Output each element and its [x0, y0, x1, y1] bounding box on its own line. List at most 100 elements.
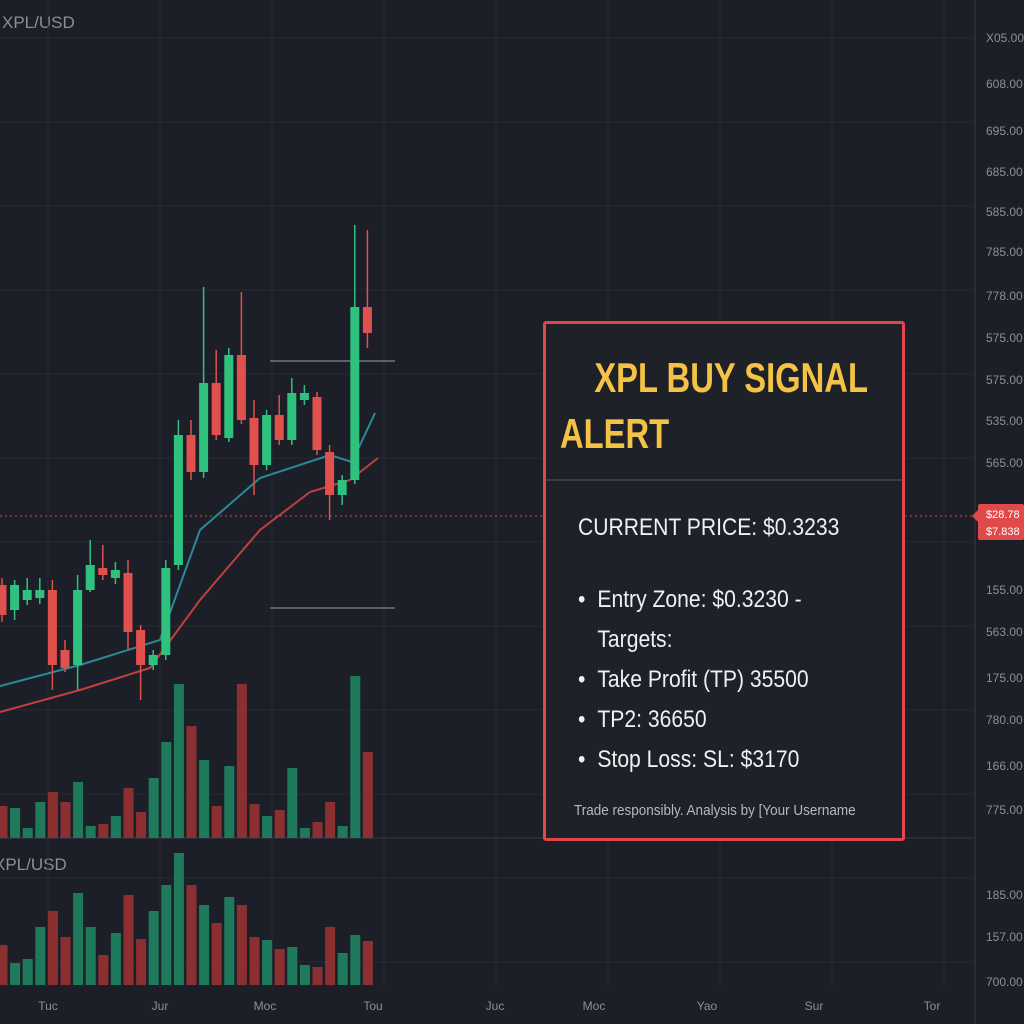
candle-body	[123, 573, 133, 632]
volume-bar	[123, 788, 134, 838]
volume-bar	[211, 806, 222, 838]
volume-bar	[299, 828, 310, 838]
volume-bar	[199, 760, 210, 838]
volume-bar	[211, 923, 222, 985]
volume-bar	[22, 828, 33, 838]
volume-bar	[337, 826, 348, 838]
candle-body	[299, 393, 309, 400]
time-axis-label: Moc	[254, 999, 277, 1013]
volume-bar	[249, 937, 260, 985]
volume-bar	[110, 816, 121, 838]
price-axis-label: 185.00	[986, 888, 1023, 902]
candle-body	[22, 590, 32, 600]
time-axis-label: Tuc	[38, 999, 58, 1013]
price-axis-label: 585.00	[986, 205, 1023, 219]
price-axis-label: 563.00	[986, 625, 1023, 639]
time-axis-label: Moc	[583, 999, 606, 1013]
volume-bar	[173, 853, 184, 985]
candle-body	[249, 418, 259, 465]
price-axis-label: X05.00	[986, 31, 1024, 45]
volume-bar	[274, 949, 285, 985]
alert-footer: Trade responsibly. Analysis by [Your Use…	[574, 802, 856, 819]
candle-body	[287, 393, 297, 440]
volume-bar	[325, 802, 336, 838]
volume-bar	[274, 810, 285, 838]
price-axis-label: 778.00	[986, 289, 1023, 303]
candle-body	[0, 585, 7, 615]
alert-item-text: Entry Zone: $0.3230 -	[597, 586, 802, 613]
volume-bar	[123, 895, 134, 985]
price-axis-label: 775.00	[986, 803, 1023, 817]
price-axis-label: 700.00	[986, 975, 1023, 989]
candle-body	[337, 480, 347, 495]
candle-body	[236, 355, 246, 420]
time-axis-label: Tou	[363, 999, 382, 1013]
volume-bar	[47, 792, 58, 838]
alert-card: XPL BUY SIGNAL ALERT CURRENT PRICE: $0.3…	[543, 321, 905, 841]
time-axis-label: Tor	[924, 999, 941, 1013]
time-axis-label: Yao	[697, 999, 718, 1013]
volume-bar	[60, 937, 71, 985]
candle-body	[211, 383, 221, 435]
bullet: •	[578, 586, 586, 613]
volume-bar	[173, 684, 184, 838]
volume-bar	[262, 940, 273, 985]
volume-bar	[35, 927, 46, 985]
volume-bar	[35, 802, 46, 838]
alert-items: • Entry Zone: $0.3230 - Targets: • Take Prof…	[578, 580, 912, 780]
volume-bar	[186, 885, 197, 985]
volume-bar	[161, 885, 172, 985]
volume-bar	[312, 822, 323, 838]
bullet: •	[578, 706, 586, 733]
alert-item: • Stop Loss: SL: $3170	[578, 740, 912, 780]
candle-body	[60, 650, 70, 668]
volume-bar	[236, 905, 247, 985]
volume-bar	[136, 812, 147, 838]
volume-bar	[60, 802, 71, 838]
price-tag-label: $28.78	[986, 509, 1020, 521]
alert-item: • TP2: 36650	[578, 700, 912, 740]
volume-bar	[287, 947, 298, 985]
volume-bar	[249, 804, 260, 838]
volume-bar	[73, 782, 84, 838]
volume-bar	[148, 911, 159, 985]
volume-bar	[47, 911, 58, 985]
volume-bar	[110, 933, 121, 985]
price-tag	[978, 504, 1024, 540]
volume-bar	[186, 726, 197, 838]
price-axis-label: 175.00	[986, 671, 1023, 685]
price-tag-pointer	[972, 510, 978, 522]
alert-title: XPL BUY SIGNAL ALERT	[560, 350, 888, 462]
volume-bar	[224, 897, 235, 985]
pane-symbol-label: XPL/USD	[0, 855, 67, 874]
alert-title-text: XPL BUY SIGNAL ALERT	[560, 354, 868, 457]
symbol-label: XPL/USD	[2, 13, 75, 32]
price-axis-label: 166.00	[986, 759, 1023, 773]
candle-body	[161, 568, 171, 655]
volume-bar	[161, 742, 172, 838]
time-axis-label: Juc	[486, 999, 505, 1013]
volume-bar	[262, 816, 273, 838]
candle-body	[199, 383, 209, 472]
volume-bar	[136, 939, 147, 985]
volume-bar	[287, 768, 298, 838]
price-axis-label: 685.00	[986, 165, 1023, 179]
alert-item: Targets:	[578, 620, 912, 660]
candle-body	[47, 590, 57, 665]
volume-bar	[0, 945, 8, 985]
candle-body	[312, 397, 322, 450]
volume-bar	[85, 927, 96, 985]
volume-bar	[299, 965, 310, 985]
volume-bar	[10, 808, 21, 838]
candle-body	[85, 565, 95, 590]
bullet: •	[578, 746, 586, 773]
price-axis-label: 575.00	[986, 331, 1023, 345]
current-price: CURRENT PRICE: $0.3233	[578, 514, 840, 541]
volume-bar	[325, 927, 336, 985]
moving-average	[0, 457, 379, 713]
price-axis-label: 565.00	[986, 456, 1023, 470]
volume-bar	[0, 806, 8, 838]
price-axis-label: 785.00	[986, 245, 1023, 259]
candle-body	[350, 307, 360, 480]
